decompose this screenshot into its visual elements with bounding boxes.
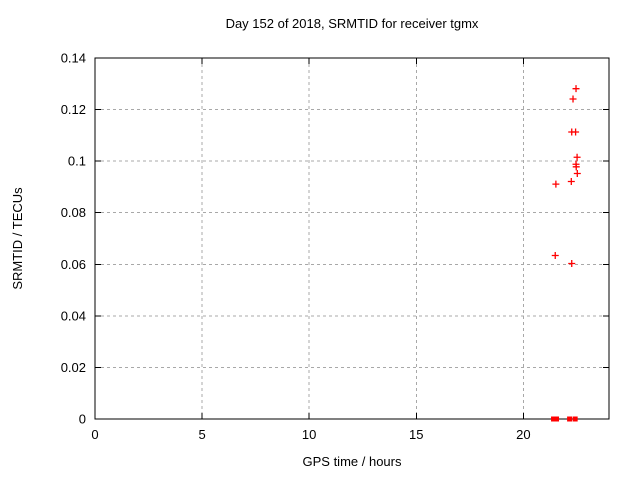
data-point-plus — [572, 85, 580, 93]
data-point-plus — [572, 128, 580, 136]
data-point-plus — [552, 180, 560, 188]
x-axis-label: GPS time / hours — [303, 454, 402, 469]
y-tick-label: 0.06 — [61, 257, 86, 272]
data-point-square — [554, 416, 560, 422]
y-tick-label: 0 — [79, 412, 86, 427]
x-tick-label: 20 — [516, 427, 530, 442]
x-tick-label: 10 — [302, 427, 316, 442]
y-tick-label: 0.04 — [61, 308, 86, 323]
chart-title: Day 152 of 2018, SRMTID for receiver tgm… — [226, 16, 479, 31]
plot-border — [94, 57, 610, 420]
y-tick-label: 0.14 — [61, 51, 86, 66]
y-tick-label: 0.02 — [61, 360, 86, 375]
data-point-plus — [551, 252, 559, 260]
data-point-square — [572, 416, 578, 422]
data-point-plus — [569, 95, 577, 103]
x-tick-label: 5 — [198, 427, 205, 442]
y-tick-label: 0.08 — [61, 205, 86, 220]
data-point-plus — [572, 163, 580, 171]
y-tick-label: 0.1 — [68, 154, 86, 169]
data-point-plus — [568, 260, 576, 268]
y-tick-label: 0.12 — [61, 102, 86, 117]
x-tick-label: 15 — [409, 427, 423, 442]
data-point-plus — [573, 170, 581, 178]
data-point-square — [567, 416, 573, 422]
data-point-square — [551, 416, 557, 422]
data-point-plus — [567, 178, 575, 186]
x-tick-label: 0 — [91, 427, 98, 442]
data-point-plus — [573, 153, 581, 161]
y-axis-label: SRMTID / TECUs — [10, 187, 25, 290]
